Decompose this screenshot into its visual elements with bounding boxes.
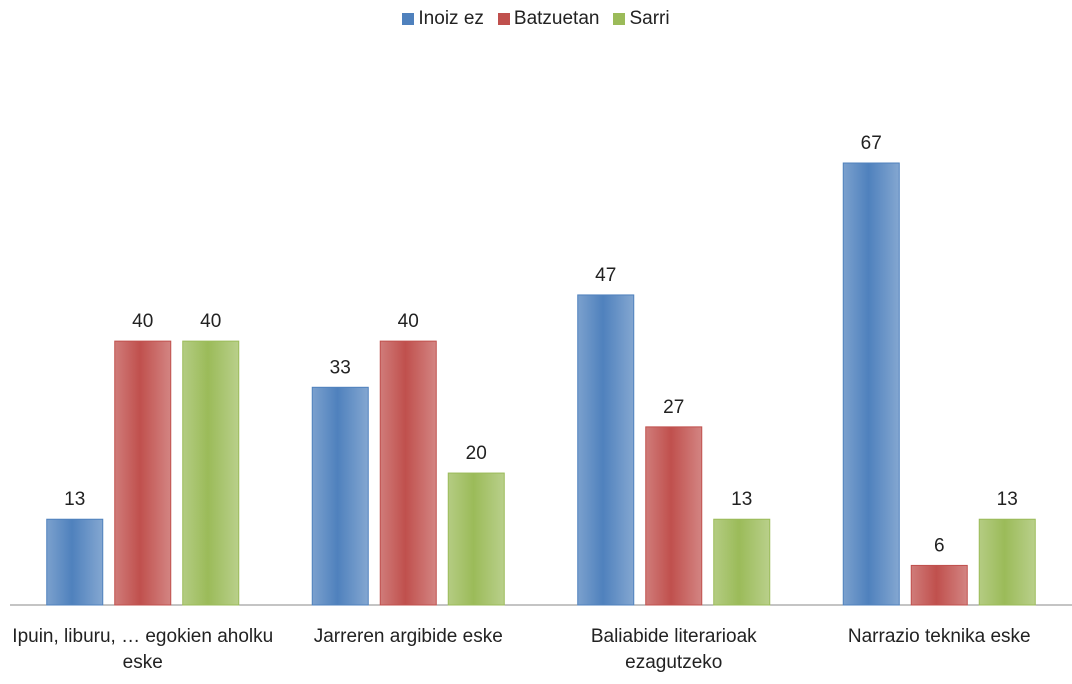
x-tick-label: Jarreren argibide eske [313,626,503,647]
data-label: 40 [398,311,419,332]
legend: Inoiz ez Batzuetan Sarri [0,8,1072,30]
data-label: 13 [997,489,1018,510]
bar [842,162,900,606]
legend-label: Inoiz ez [418,8,484,29]
bar [311,386,369,606]
data-label: 67 [861,133,882,154]
data-label: 33 [330,357,351,378]
bar [978,518,1036,606]
legend-item: Sarri [613,8,670,30]
bar [46,518,104,606]
legend-label: Sarri [629,8,670,29]
data-label: 27 [663,397,684,418]
bar [182,340,240,606]
bar [645,426,703,606]
data-label: 47 [595,265,616,286]
legend-item: Batzuetan [497,8,600,30]
bar [713,518,771,606]
data-label: 6 [934,535,945,556]
x-tick-label: Baliabide literarioak ezagutzeko [590,626,757,673]
data-label: 40 [132,311,153,332]
legend-label: Batzuetan [513,8,600,29]
bar [447,472,505,606]
x-tick-label: Narrazio teknika eske [847,626,1031,647]
x-tick-label: Ipuin, liburu, … egokien aholku eske [12,626,274,673]
data-label: 13 [64,489,85,510]
data-label: 20 [466,443,487,464]
legend-swatch [402,13,415,25]
data-label: 40 [200,311,221,332]
legend-swatch [497,13,510,25]
data-label: 13 [731,489,752,510]
legend-swatch [613,13,626,25]
bar [114,340,172,606]
bar [910,564,968,606]
bar [379,340,437,606]
bar [577,294,635,606]
legend-item: Inoiz ez [402,8,484,30]
